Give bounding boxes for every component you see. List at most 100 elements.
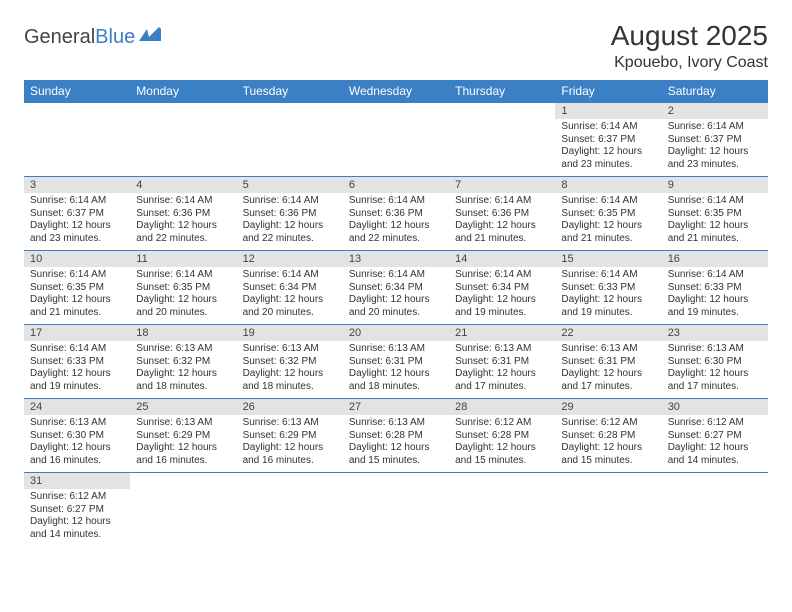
day-cell: 3Sunrise: 6:14 AMSunset: 6:37 PMDaylight…	[24, 177, 130, 251]
day-body: Sunrise: 6:13 AMSunset: 6:32 PMDaylight:…	[237, 341, 343, 397]
day-body: Sunrise: 6:14 AMSunset: 6:35 PMDaylight:…	[130, 267, 236, 323]
col-header: Wednesday	[343, 80, 449, 103]
day-body: Sunrise: 6:12 AMSunset: 6:28 PMDaylight:…	[449, 415, 555, 471]
logo-icon	[139, 26, 161, 49]
day-cell: 11Sunrise: 6:14 AMSunset: 6:35 PMDayligh…	[130, 251, 236, 325]
day-number: 2	[662, 103, 768, 119]
day-cell: 30Sunrise: 6:12 AMSunset: 6:27 PMDayligh…	[662, 399, 768, 473]
day-body: Sunrise: 6:14 AMSunset: 6:35 PMDaylight:…	[662, 193, 768, 249]
day-body: Sunrise: 6:14 AMSunset: 6:35 PMDaylight:…	[555, 193, 661, 249]
day-number: 11	[130, 251, 236, 267]
day-body: Sunrise: 6:14 AMSunset: 6:33 PMDaylight:…	[555, 267, 661, 323]
day-body: Sunrise: 6:13 AMSunset: 6:31 PMDaylight:…	[555, 341, 661, 397]
day-body: Sunrise: 6:13 AMSunset: 6:30 PMDaylight:…	[662, 341, 768, 397]
day-number: 17	[24, 325, 130, 341]
day-cell	[130, 473, 236, 547]
page-title: August 2025	[611, 20, 768, 52]
day-body: Sunrise: 6:13 AMSunset: 6:28 PMDaylight:…	[343, 415, 449, 471]
day-number: 24	[24, 399, 130, 415]
day-body: Sunrise: 6:14 AMSunset: 6:36 PMDaylight:…	[237, 193, 343, 249]
day-body: Sunrise: 6:13 AMSunset: 6:32 PMDaylight:…	[130, 341, 236, 397]
day-cell: 22Sunrise: 6:13 AMSunset: 6:31 PMDayligh…	[555, 325, 661, 399]
day-cell: 21Sunrise: 6:13 AMSunset: 6:31 PMDayligh…	[449, 325, 555, 399]
day-number: 28	[449, 399, 555, 415]
day-body: Sunrise: 6:14 AMSunset: 6:34 PMDaylight:…	[449, 267, 555, 323]
day-cell: 7Sunrise: 6:14 AMSunset: 6:36 PMDaylight…	[449, 177, 555, 251]
calendar-table: SundayMondayTuesdayWednesdayThursdayFrid…	[24, 80, 768, 547]
day-cell	[237, 473, 343, 547]
day-number: 20	[343, 325, 449, 341]
day-cell: 20Sunrise: 6:13 AMSunset: 6:31 PMDayligh…	[343, 325, 449, 399]
day-body: Sunrise: 6:14 AMSunset: 6:34 PMDaylight:…	[343, 267, 449, 323]
day-cell: 27Sunrise: 6:13 AMSunset: 6:28 PMDayligh…	[343, 399, 449, 473]
day-number: 29	[555, 399, 661, 415]
day-cell	[449, 473, 555, 547]
day-cell: 29Sunrise: 6:12 AMSunset: 6:28 PMDayligh…	[555, 399, 661, 473]
col-header: Friday	[555, 80, 661, 103]
day-body: Sunrise: 6:14 AMSunset: 6:37 PMDaylight:…	[24, 193, 130, 249]
day-body: Sunrise: 6:13 AMSunset: 6:30 PMDaylight:…	[24, 415, 130, 471]
day-cell	[343, 103, 449, 177]
day-number: 27	[343, 399, 449, 415]
day-cell: 2Sunrise: 6:14 AMSunset: 6:37 PMDaylight…	[662, 103, 768, 177]
day-cell: 17Sunrise: 6:14 AMSunset: 6:33 PMDayligh…	[24, 325, 130, 399]
logo-text-2: Blue	[95, 26, 135, 49]
day-number: 18	[130, 325, 236, 341]
day-cell: 28Sunrise: 6:12 AMSunset: 6:28 PMDayligh…	[449, 399, 555, 473]
day-cell: 13Sunrise: 6:14 AMSunset: 6:34 PMDayligh…	[343, 251, 449, 325]
logo-text-1: General	[24, 26, 95, 49]
day-cell: 31Sunrise: 6:12 AMSunset: 6:27 PMDayligh…	[24, 473, 130, 547]
day-number: 10	[24, 251, 130, 267]
day-number: 15	[555, 251, 661, 267]
day-cell	[662, 473, 768, 547]
day-body: Sunrise: 6:12 AMSunset: 6:27 PMDaylight:…	[24, 489, 130, 545]
day-cell: 26Sunrise: 6:13 AMSunset: 6:29 PMDayligh…	[237, 399, 343, 473]
day-cell	[130, 103, 236, 177]
day-cell: 1Sunrise: 6:14 AMSunset: 6:37 PMDaylight…	[555, 103, 661, 177]
day-body: Sunrise: 6:13 AMSunset: 6:29 PMDaylight:…	[237, 415, 343, 471]
day-number: 13	[343, 251, 449, 267]
day-body: Sunrise: 6:12 AMSunset: 6:27 PMDaylight:…	[662, 415, 768, 471]
day-cell: 15Sunrise: 6:14 AMSunset: 6:33 PMDayligh…	[555, 251, 661, 325]
day-number: 1	[555, 103, 661, 119]
day-cell: 25Sunrise: 6:13 AMSunset: 6:29 PMDayligh…	[130, 399, 236, 473]
day-body: Sunrise: 6:13 AMSunset: 6:31 PMDaylight:…	[343, 341, 449, 397]
day-number: 23	[662, 325, 768, 341]
day-body: Sunrise: 6:14 AMSunset: 6:37 PMDaylight:…	[555, 119, 661, 175]
title-block: August 2025 Kpouebo, Ivory Coast	[611, 20, 768, 72]
day-body: Sunrise: 6:13 AMSunset: 6:31 PMDaylight:…	[449, 341, 555, 397]
day-cell: 16Sunrise: 6:14 AMSunset: 6:33 PMDayligh…	[662, 251, 768, 325]
logo: GeneralBlue	[24, 26, 161, 49]
day-cell: 19Sunrise: 6:13 AMSunset: 6:32 PMDayligh…	[237, 325, 343, 399]
day-body: Sunrise: 6:13 AMSunset: 6:29 PMDaylight:…	[130, 415, 236, 471]
day-cell	[237, 103, 343, 177]
day-body: Sunrise: 6:14 AMSunset: 6:34 PMDaylight:…	[237, 267, 343, 323]
day-body: Sunrise: 6:14 AMSunset: 6:33 PMDaylight:…	[662, 267, 768, 323]
day-number: 14	[449, 251, 555, 267]
day-number: 25	[130, 399, 236, 415]
day-number: 31	[24, 473, 130, 489]
day-body: Sunrise: 6:14 AMSunset: 6:36 PMDaylight:…	[449, 193, 555, 249]
day-number: 7	[449, 177, 555, 193]
col-header: Thursday	[449, 80, 555, 103]
header: GeneralBlue August 2025 Kpouebo, Ivory C…	[24, 20, 768, 72]
day-number: 3	[24, 177, 130, 193]
day-cell: 10Sunrise: 6:14 AMSunset: 6:35 PMDayligh…	[24, 251, 130, 325]
day-body: Sunrise: 6:12 AMSunset: 6:28 PMDaylight:…	[555, 415, 661, 471]
day-cell: 5Sunrise: 6:14 AMSunset: 6:36 PMDaylight…	[237, 177, 343, 251]
day-number: 30	[662, 399, 768, 415]
day-cell: 23Sunrise: 6:13 AMSunset: 6:30 PMDayligh…	[662, 325, 768, 399]
day-cell	[555, 473, 661, 547]
day-body: Sunrise: 6:14 AMSunset: 6:36 PMDaylight:…	[130, 193, 236, 249]
day-cell	[343, 473, 449, 547]
day-number: 5	[237, 177, 343, 193]
col-header: Monday	[130, 80, 236, 103]
day-cell: 9Sunrise: 6:14 AMSunset: 6:35 PMDaylight…	[662, 177, 768, 251]
day-number: 21	[449, 325, 555, 341]
day-number: 12	[237, 251, 343, 267]
day-cell: 4Sunrise: 6:14 AMSunset: 6:36 PMDaylight…	[130, 177, 236, 251]
day-number: 9	[662, 177, 768, 193]
location: Kpouebo, Ivory Coast	[611, 54, 768, 72]
day-number: 19	[237, 325, 343, 341]
day-cell: 18Sunrise: 6:13 AMSunset: 6:32 PMDayligh…	[130, 325, 236, 399]
